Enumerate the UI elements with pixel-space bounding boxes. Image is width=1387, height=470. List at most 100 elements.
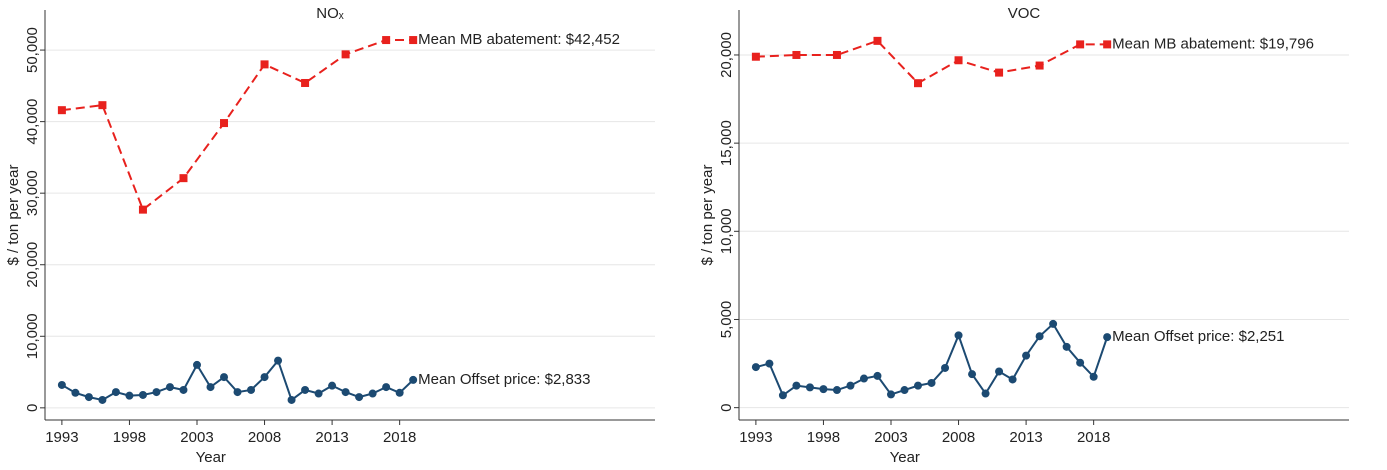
marker	[260, 373, 269, 382]
marker	[341, 388, 350, 397]
marker	[995, 367, 1004, 376]
y-tick-label: 10,000	[24, 313, 41, 359]
marker	[1076, 358, 1085, 367]
marker	[995, 68, 1004, 77]
marker	[247, 385, 256, 394]
marker	[57, 106, 66, 115]
chart-title: NOₓ	[316, 5, 344, 22]
marker	[314, 389, 323, 398]
marker	[395, 388, 404, 397]
marker	[900, 386, 909, 395]
y-tick-label: 15,000	[718, 120, 735, 166]
marker	[873, 36, 882, 45]
marker	[179, 385, 188, 394]
x-tick-label: 2008	[248, 429, 281, 446]
marker	[1035, 332, 1044, 341]
marker	[1049, 319, 1058, 328]
annotation: Mean Offset price: $2,251	[1112, 328, 1284, 345]
x-axis-label: Year	[196, 449, 226, 466]
marker	[138, 205, 147, 214]
marker	[1062, 342, 1071, 351]
marker	[71, 388, 80, 397]
marker	[751, 363, 760, 372]
y-tick-label: 0	[718, 403, 735, 411]
marker	[941, 363, 950, 372]
y-tick-label: 0	[24, 404, 41, 412]
marker	[792, 50, 801, 59]
marker	[765, 359, 774, 368]
y-axis-label: $ / ton per year	[5, 165, 22, 266]
marker	[409, 375, 418, 384]
marker	[846, 381, 855, 390]
marker	[1103, 333, 1112, 342]
y-axis-label: $ / ton per year	[699, 165, 716, 266]
marker	[287, 395, 296, 404]
marker	[98, 101, 107, 110]
chart: NOₓ 0 10,000 20,000 30,000 40,000 50,000 1993 19…	[5, 5, 655, 466]
marker	[1076, 40, 1085, 49]
marker	[1103, 40, 1112, 49]
marker	[57, 380, 66, 389]
x-tick-label: 2018	[383, 429, 416, 446]
series-line	[61, 39, 414, 212]
marker	[914, 79, 923, 88]
y-tick-label: 20,000	[718, 32, 735, 78]
marker	[84, 393, 93, 402]
marker	[355, 393, 364, 402]
annotation: Mean MB abatement: $42,452	[418, 31, 620, 48]
marker	[886, 390, 895, 399]
marker	[832, 50, 841, 59]
y-tick-label: 5,000	[718, 301, 735, 339]
marker	[192, 360, 201, 369]
x-tick-label: 2003	[180, 429, 213, 446]
chart: VOC 0 5,000 10,000 15,000 20,000 1993 1998 2003 2…	[699, 5, 1349, 466]
marker	[382, 383, 391, 392]
x-axis-label: Year	[890, 449, 920, 466]
x-tick-label: 2013	[315, 429, 348, 446]
marker	[233, 388, 242, 397]
marker	[165, 383, 174, 392]
x-tick-label: 1993	[739, 429, 772, 446]
marker	[873, 371, 882, 380]
marker	[1089, 372, 1098, 381]
y-tick-label: 30,000	[24, 170, 41, 216]
x-tick-label: 1998	[807, 429, 840, 446]
marker	[954, 56, 963, 65]
marker	[111, 388, 120, 397]
marker	[274, 356, 283, 365]
marker	[968, 370, 977, 379]
annotation: Mean Offset price: $2,833	[418, 371, 590, 388]
x-tick-label: 2013	[1009, 429, 1042, 446]
x-tick-label: 2003	[874, 429, 907, 446]
marker	[819, 385, 828, 394]
x-tick-label: 1998	[113, 429, 146, 446]
y-tick-label: 20,000	[24, 242, 41, 288]
annotation: Mean MB abatement: $19,796	[1112, 35, 1314, 52]
x-tick-label: 2018	[1077, 429, 1110, 446]
chart-title: VOC	[1008, 5, 1041, 22]
marker	[125, 391, 134, 400]
series-line	[755, 39, 1108, 85]
marker	[778, 391, 787, 400]
marker	[98, 395, 107, 404]
marker	[859, 374, 868, 383]
marker	[301, 385, 310, 394]
marker	[1008, 375, 1017, 384]
y-tick-label: 50,000	[24, 27, 41, 73]
marker	[981, 389, 990, 398]
marker	[914, 381, 923, 390]
marker	[220, 119, 229, 128]
marker	[805, 383, 814, 392]
y-tick-label: 10,000	[718, 208, 735, 254]
x-tick-label: 2008	[942, 429, 975, 446]
marker	[1035, 61, 1044, 70]
marker	[301, 78, 310, 87]
marker	[179, 174, 188, 183]
marker	[792, 381, 801, 390]
marker	[260, 60, 269, 69]
marker	[954, 331, 963, 340]
marker	[751, 52, 760, 61]
x-tick-label: 1993	[45, 429, 78, 446]
marker	[220, 373, 229, 382]
